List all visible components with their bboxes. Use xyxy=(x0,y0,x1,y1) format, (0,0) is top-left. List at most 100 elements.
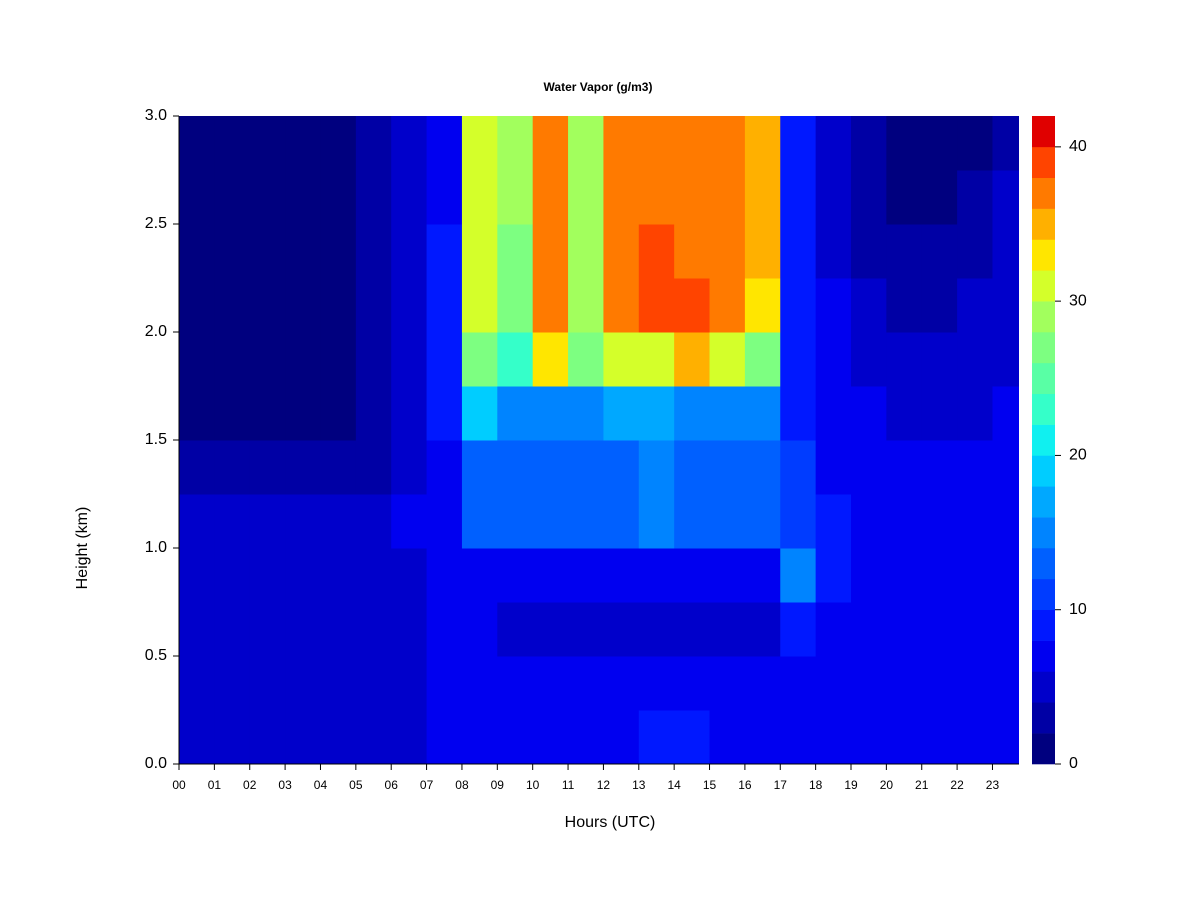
heat-cell xyxy=(568,170,604,225)
colorbar-tick-label: 20 xyxy=(1069,447,1087,464)
heat-cell xyxy=(921,548,958,603)
heat-cell xyxy=(214,278,251,333)
heat-cell xyxy=(674,494,711,549)
heat-cell xyxy=(249,224,286,279)
heat-cell xyxy=(461,386,498,441)
colorbar-swatch xyxy=(1032,362,1055,395)
heat-cell xyxy=(426,224,463,279)
y-tick-label: 2.0 xyxy=(145,323,167,340)
heat-cell xyxy=(603,224,640,279)
heat-cell xyxy=(638,602,675,657)
heat-cell xyxy=(214,548,251,603)
colorbar-swatch xyxy=(1032,640,1055,672)
heat-cell xyxy=(851,548,887,603)
heat-cell xyxy=(603,494,640,549)
heat-cell xyxy=(921,440,958,495)
y-axis-label: Height (km) xyxy=(74,507,91,590)
heat-cell xyxy=(780,224,817,279)
heat-cell xyxy=(851,224,887,279)
heat-cell xyxy=(921,494,958,549)
heat-cell xyxy=(992,494,1019,549)
heat-cell xyxy=(532,170,569,225)
y-tick-label: 0.5 xyxy=(145,647,167,664)
heat-cell xyxy=(461,170,498,225)
heat-cell xyxy=(285,278,321,333)
chart-title: Water Vapor (g/m3) xyxy=(544,80,653,94)
heat-cell xyxy=(285,224,321,279)
heat-cell xyxy=(497,116,534,171)
heat-cell xyxy=(886,440,923,495)
heat-cell xyxy=(603,170,640,225)
heat-cell xyxy=(285,116,321,171)
x-tick-label: 01 xyxy=(208,778,222,792)
heat-cell xyxy=(603,548,640,603)
heat-cell xyxy=(957,440,993,495)
heat-cell xyxy=(249,170,286,225)
heat-cell xyxy=(603,602,640,657)
heat-cell xyxy=(461,602,498,657)
heat-cell xyxy=(320,548,357,603)
colorbar-swatch xyxy=(1032,301,1055,333)
x-tick-label: 21 xyxy=(915,778,929,792)
heat-cell xyxy=(497,710,534,764)
heat-cell xyxy=(709,332,746,387)
heat-cell xyxy=(992,656,1019,711)
heat-cell xyxy=(674,386,711,441)
heat-cell xyxy=(921,170,958,225)
colorbar-swatch xyxy=(1032,702,1055,734)
heat-cell xyxy=(744,224,781,279)
heat-cell xyxy=(214,602,251,657)
heat-cell xyxy=(744,116,781,171)
heat-cell xyxy=(320,494,357,549)
heat-cell xyxy=(179,170,215,225)
heat-cell xyxy=(992,548,1019,603)
heat-cell xyxy=(921,278,958,333)
heat-cell xyxy=(709,548,746,603)
heat-cell xyxy=(568,278,604,333)
heat-cell xyxy=(497,224,534,279)
heat-cell xyxy=(780,494,817,549)
heat-cell xyxy=(497,332,534,387)
heat-cell xyxy=(921,386,958,441)
heat-cell xyxy=(674,656,711,711)
x-tick-label: 02 xyxy=(243,778,257,792)
heat-cell xyxy=(214,710,251,764)
heat-cell xyxy=(532,548,569,603)
heat-cell xyxy=(214,170,251,225)
heat-cell xyxy=(532,440,569,495)
heat-cell xyxy=(355,710,392,764)
heat-cell xyxy=(921,224,958,279)
heat-cell xyxy=(497,494,534,549)
heat-cell xyxy=(957,386,993,441)
heat-cell xyxy=(249,602,286,657)
heat-cell xyxy=(744,170,781,225)
heat-cell xyxy=(532,332,569,387)
heat-cell xyxy=(851,332,887,387)
heat-cell xyxy=(603,440,640,495)
heat-cell xyxy=(780,116,817,171)
heat-cell xyxy=(532,494,569,549)
heat-cell xyxy=(638,170,675,225)
heat-cell xyxy=(674,278,711,333)
heat-cell xyxy=(992,710,1019,764)
heat-cell xyxy=(391,602,428,657)
heat-cell xyxy=(391,170,428,225)
heat-cell xyxy=(815,278,852,333)
heat-cell xyxy=(497,440,534,495)
heat-cell xyxy=(886,656,923,711)
heat-cell xyxy=(886,170,923,225)
colorbar-swatch xyxy=(1032,548,1055,580)
heat-cell xyxy=(957,656,993,711)
colorbar-swatch xyxy=(1032,733,1055,765)
heat-cell xyxy=(957,224,993,279)
heat-cell xyxy=(249,548,286,603)
heat-cell xyxy=(921,656,958,711)
heat-cell xyxy=(674,548,711,603)
heat-cell xyxy=(355,494,392,549)
heat-cell xyxy=(921,116,958,171)
y-tick-label: 1.0 xyxy=(145,539,167,556)
heat-cell xyxy=(179,332,215,387)
heat-cell xyxy=(461,548,498,603)
heat-cell xyxy=(709,656,746,711)
